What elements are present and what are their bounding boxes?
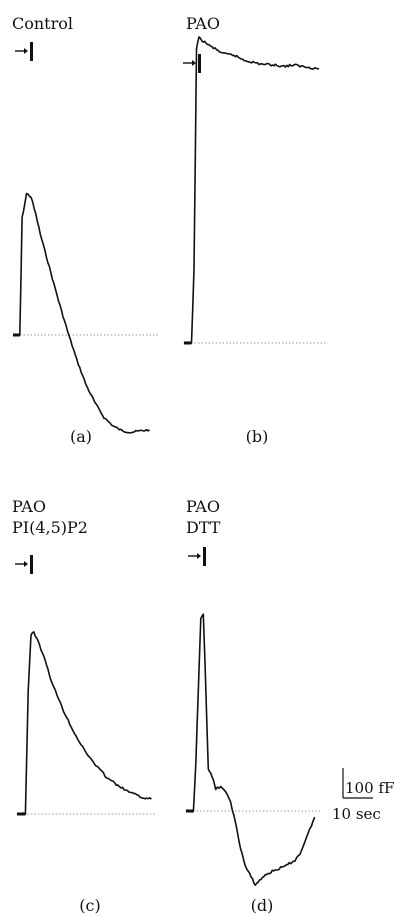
panel-b-caption: (b)	[245, 427, 269, 446]
panel-a-label: Control	[12, 14, 74, 33]
stimulus-marker-d	[188, 547, 206, 566]
stimulus-marker-b	[183, 54, 201, 73]
capacitance-trace-a	[12, 192, 150, 434]
scale-time-label: 10 sec	[332, 805, 381, 823]
panel-d-label-1: PAO	[186, 497, 220, 516]
panel-d-caption: (d)	[250, 896, 274, 915]
stimulus-marker-a	[15, 42, 33, 61]
capacitance-trace-c	[16, 631, 152, 816]
panel-c-plot	[16, 631, 155, 816]
scale-bar	[342, 768, 373, 799]
panel-a-plot	[12, 192, 158, 434]
capacitance-trace-b	[183, 36, 320, 345]
panel-c-label-2: PI(4,5)P2	[12, 518, 88, 537]
panel-c-label-1: PAO	[12, 497, 46, 516]
panel-b-label: PAO	[186, 14, 220, 33]
stimulus-marker-c	[15, 555, 33, 574]
panel-c-caption: (c)	[79, 896, 101, 915]
capacitance-trace-d	[185, 613, 316, 886]
panel-b-plot	[183, 36, 328, 345]
panel-d-label-2: DTT	[186, 518, 221, 537]
panel-d-plot	[185, 613, 320, 886]
panel-a-caption: (a)	[69, 427, 93, 446]
scale-amplitude-label: 100 fF	[345, 779, 395, 797]
